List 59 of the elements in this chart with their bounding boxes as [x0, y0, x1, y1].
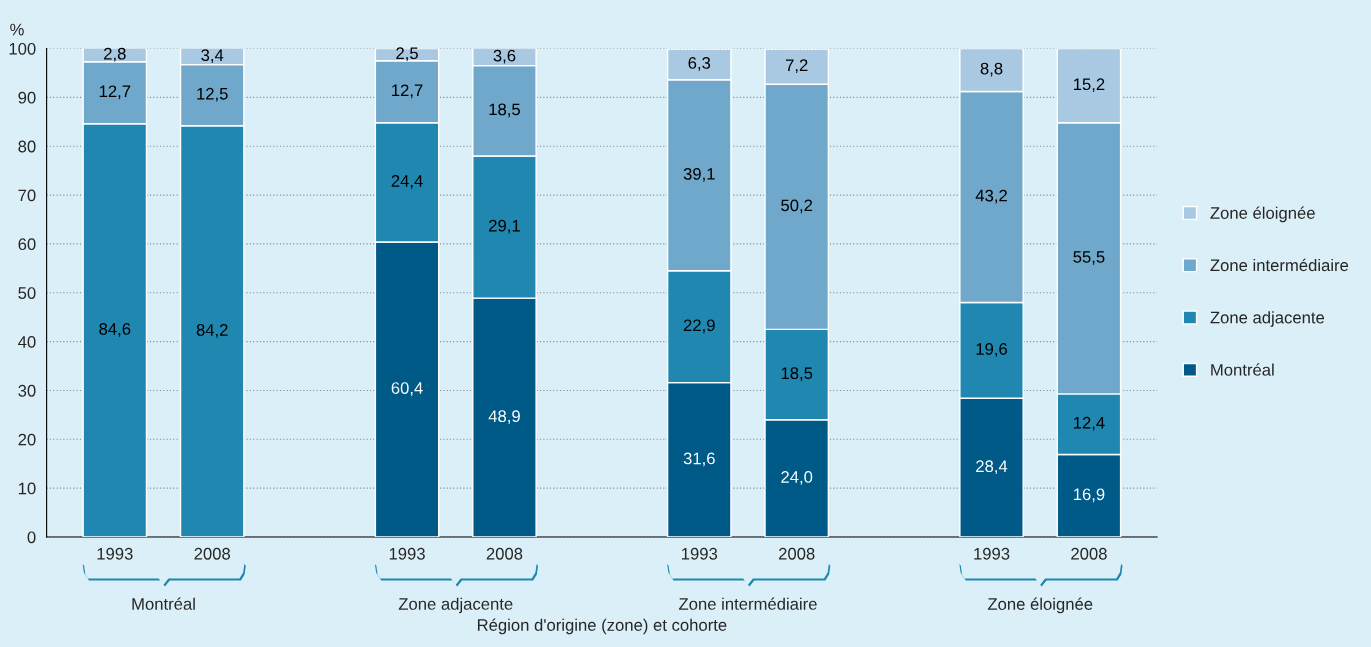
data-label: 8,8: [980, 62, 1003, 77]
y-tick-label: 60: [18, 238, 36, 251]
data-label: 15,2: [1073, 78, 1105, 93]
data-label: 84,6: [99, 323, 131, 337]
data-label: 3,4: [201, 49, 224, 64]
data-label: 6,3: [688, 57, 711, 71]
data-label: 18,5: [781, 367, 813, 382]
y-tick-label: 0: [27, 531, 36, 544]
legend-label: Zone adjacente: [1210, 311, 1325, 327]
data-label: 24,0: [781, 471, 813, 485]
y-tick-label: 10: [18, 482, 36, 495]
text: Zone éloignée: [987, 597, 1093, 614]
legend-label: Zone intermédiaire: [1210, 258, 1349, 272]
legend-label: Zone éloignée: [1210, 206, 1315, 223]
y-tick-label: 40: [18, 336, 36, 348]
data-label: 24,4: [391, 175, 423, 189]
data-label: 2,5: [396, 47, 418, 62]
data-label: 39,1: [683, 167, 715, 182]
data-label: 31,6: [683, 452, 715, 467]
y-tick-label: 20: [18, 433, 36, 446]
data-label: 16,9: [1073, 488, 1105, 503]
data-label: 2,8: [104, 47, 126, 62]
data-label: 29,1: [489, 219, 520, 234]
data-label: 50,2: [781, 199, 813, 214]
data-label: 22,9: [683, 319, 715, 334]
text: Montréal: [132, 597, 195, 610]
data-label: 12,4: [1073, 416, 1105, 431]
x-tick-label: 2008: [779, 547, 815, 560]
y-axis-title: %: [10, 23, 24, 36]
data-label: 55,5: [1073, 251, 1105, 265]
data-label: 60,4: [391, 382, 423, 396]
x-axis-title: Région d'origine (zone) et cohorte: [477, 618, 727, 635]
data-label: 12,7: [99, 85, 131, 100]
y-tick-label: 90: [18, 91, 36, 104]
text: Zone intermédiaire: [679, 597, 817, 610]
data-label: 19,6: [976, 343, 1008, 357]
y-tick-label: 100: [9, 42, 36, 55]
x-tick-label: 2008: [486, 547, 523, 560]
data-label: 3,6: [493, 49, 516, 64]
data-label: 48,9: [488, 410, 520, 425]
y-tick-label: 50: [18, 287, 36, 299]
y-tick-label: 70: [18, 189, 36, 202]
y-tick-label: 30: [18, 384, 36, 397]
text: Zone adjacente: [398, 597, 513, 614]
data-label: 84,2: [196, 324, 228, 338]
data-label: 43,2: [975, 189, 1007, 204]
x-tick-label: 1993: [682, 547, 718, 560]
data-label: 28,4: [976, 460, 1008, 475]
x-tick-label: 2008: [194, 547, 231, 560]
data-label: 12,7: [392, 84, 423, 99]
y-tick-label: 80: [18, 140, 36, 153]
x-tick-label: 1993: [974, 547, 1010, 560]
x-tick-label: 1993: [97, 547, 133, 560]
x-tick-label: 1993: [389, 547, 425, 560]
x-tick-label: 2008: [1071, 547, 1107, 560]
data-label: 12,5: [197, 87, 228, 102]
data-label: 18,5: [489, 103, 520, 118]
legend-label: Montréal: [1211, 363, 1274, 376]
data-label: 7,2: [785, 59, 808, 74]
